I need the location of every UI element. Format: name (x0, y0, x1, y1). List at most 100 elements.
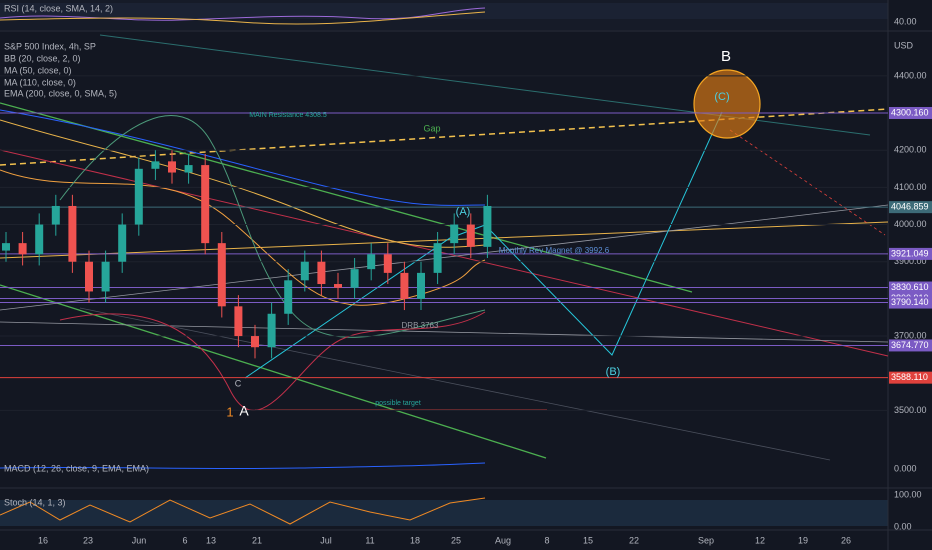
annotation: 1 (226, 404, 233, 419)
candle-body (68, 205, 77, 262)
candle-body (35, 224, 44, 255)
trend-line (0, 102, 693, 293)
price-badge-label: 3830.610 (891, 282, 929, 292)
rsi-band (0, 3, 888, 19)
candle-body (317, 261, 326, 285)
x-tick-label: 6 (182, 535, 187, 545)
candle-body (267, 313, 276, 348)
candle-body (300, 261, 309, 281)
wave-line (484, 111, 723, 356)
candle-body (151, 161, 160, 169)
y-tick-label: 3500.00 (894, 405, 927, 415)
trend-line (0, 221, 889, 259)
x-tick-label: 11 (365, 535, 374, 545)
candle-body (417, 272, 425, 299)
price-badge-label: 3588.110 (891, 372, 928, 382)
y-tick-label: 4000.00 (894, 219, 927, 229)
price-badge-label: 4046.859 (891, 202, 929, 212)
x-tick-label: 18 (410, 535, 420, 545)
candle-body (450, 224, 459, 244)
candle-body (18, 243, 27, 255)
x-tick-label: 23 (83, 535, 93, 545)
x-tick-label: 21 (252, 535, 262, 545)
candle-body (466, 224, 475, 247)
x-tick-label: 16 (38, 535, 48, 545)
candle-body (433, 243, 442, 273)
annotation: Monthly Rev Magnet @ 3992.6 (499, 246, 610, 255)
y-tick-label: 3900.00 (894, 256, 927, 266)
annotation: B (721, 48, 731, 65)
candle-body (134, 168, 143, 225)
stoch-tick: 0.00 (894, 521, 912, 531)
candle-body (367, 254, 376, 270)
y-tick-label: 3700.00 (894, 330, 927, 340)
macd-title: MACD (12, 26, close, 9, EMA, EMA) (4, 463, 149, 473)
annotation: (A) (456, 206, 471, 218)
x-tick-label: 26 (841, 535, 851, 545)
y-tick-label: 4200.00 (894, 145, 927, 155)
trend-line (0, 284, 547, 459)
price-badge-label: 3921.049 (891, 248, 929, 258)
ma-line (0, 119, 486, 248)
trend-line (729, 129, 886, 236)
x-tick-label: 22 (629, 535, 639, 545)
candle-body (118, 224, 127, 262)
price-badge (889, 371, 932, 384)
candle-body (334, 284, 342, 288)
candle-body (101, 261, 110, 292)
price-badge-label: 4300.160 (891, 107, 929, 117)
candle-body (201, 165, 210, 244)
chart-title: S&P 500 Index, 4h, SP (4, 41, 96, 51)
x-tick-label: Sep (698, 535, 714, 545)
indicator-label: MA (110, close, 0) (4, 77, 76, 87)
x-tick-label: Aug (495, 535, 511, 545)
y-tick-label: 4400.00 (894, 70, 927, 80)
x-tick-label: 19 (798, 535, 808, 545)
annotation: A (239, 403, 249, 419)
x-tick-label: Jul (320, 535, 332, 545)
stoch-band (0, 500, 888, 526)
rsi-title: RSI (14, close, SMA, 14, 2) (4, 3, 113, 13)
candle-body (400, 272, 409, 299)
candle-body (483, 205, 492, 247)
ma-line (0, 169, 486, 306)
stoch-title: Stoch (14, 1, 3) (4, 497, 66, 507)
trend-line (79, 307, 831, 461)
price-badge (889, 106, 932, 119)
annotation: Gap (423, 123, 440, 133)
candle-body (2, 243, 10, 251)
candle-body (284, 280, 293, 314)
price-badge-label: 3674.770 (891, 340, 929, 350)
ma-line (0, 109, 486, 206)
annotation: possible target (375, 400, 421, 407)
macd-tick: 0.000 (894, 463, 917, 473)
candle-body (168, 161, 176, 173)
y-tick-label: 4100.00 (894, 182, 927, 192)
x-tick-label: 8 (544, 535, 549, 545)
trend-line (0, 204, 889, 311)
annotation: (C) (714, 91, 729, 103)
trend-line (0, 149, 889, 357)
price-badge (889, 296, 932, 309)
candle-body (383, 254, 392, 273)
candle-body (51, 205, 60, 225)
x-tick-label: 15 (583, 535, 593, 545)
candle-body (184, 165, 193, 173)
candle-body (350, 269, 359, 288)
x-tick-label: 25 (451, 535, 461, 545)
bb-line (59, 311, 486, 411)
annotation: (B) (606, 366, 621, 378)
candle-body (217, 243, 226, 307)
rsi-tick: 40.00 (894, 16, 917, 26)
x-tick-label: Jun (132, 535, 147, 545)
x-tick-label: 13 (206, 535, 216, 545)
x-tick-label: 12 (755, 535, 765, 545)
macd-line (0, 462, 486, 470)
indicator-label: BB (20, close, 2, 0) (4, 53, 81, 63)
stoch-line (0, 497, 486, 525)
rsi-ma (0, 11, 486, 25)
annotation: DRB 3763 (402, 321, 439, 330)
candle-body (234, 306, 243, 337)
